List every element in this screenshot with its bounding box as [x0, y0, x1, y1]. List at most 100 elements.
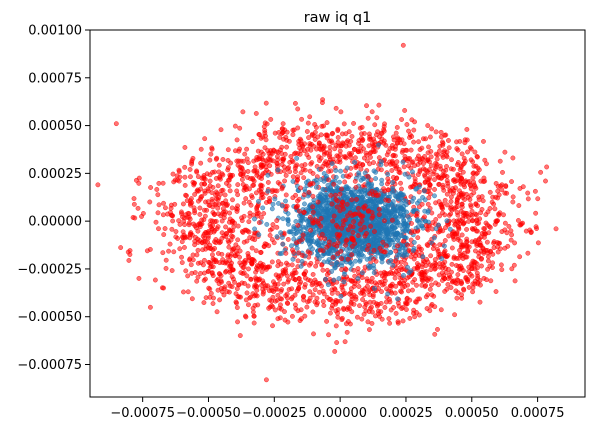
scatter-point-red — [477, 236, 482, 242]
scatter-point-red — [328, 138, 334, 144]
scatter-point-blue — [365, 263, 371, 269]
scatter-point-red — [358, 166, 364, 172]
scatter-point-red — [294, 288, 300, 294]
scatter-point-blue — [388, 258, 394, 264]
scatter-point-red — [156, 180, 162, 186]
scatter-point-red — [359, 131, 364, 137]
scatter-point-red — [406, 128, 412, 134]
scatter-point-blue — [405, 214, 411, 220]
scatter-point-red — [474, 212, 479, 218]
scatter-point-red — [166, 248, 172, 254]
scatter-point-red — [227, 283, 233, 289]
scatter-point-red — [368, 177, 374, 183]
scatter-point-red — [283, 260, 289, 266]
scatter-point-red — [302, 167, 308, 173]
scatter-point-red — [335, 159, 341, 165]
scatter-point-red — [254, 154, 260, 160]
scatter-point-blue — [402, 171, 408, 177]
scatter-point-red — [296, 275, 302, 281]
scatter-point-red — [283, 250, 289, 256]
scatter-point-red — [302, 313, 308, 319]
scatter-point-red — [407, 315, 413, 321]
scatter-point-red — [459, 280, 465, 286]
scatter-point-red — [278, 306, 284, 312]
scatter-point-red — [415, 162, 421, 167]
scatter-point-red — [161, 200, 166, 206]
scatter-point-red — [168, 212, 174, 218]
scatter-point-red — [443, 167, 449, 173]
scatter-point-red — [205, 239, 211, 245]
scatter-point-red — [455, 172, 461, 177]
scatter-point-red — [184, 198, 190, 203]
scatter-point-red — [198, 146, 204, 152]
scatter-point-blue — [311, 239, 317, 245]
scatter-point-red — [481, 230, 487, 236]
scatter-point-red — [338, 248, 344, 254]
scatter-point-red — [131, 196, 137, 202]
scatter-point-blue — [356, 170, 362, 176]
scatter-point-red — [368, 223, 374, 229]
scatter-point-red — [307, 141, 313, 147]
scatter-point-red — [467, 197, 473, 203]
scatter-point-red — [374, 282, 380, 288]
scatter-point-red — [209, 146, 215, 152]
scatter-point-red — [261, 244, 267, 249]
scatter-point-red — [319, 123, 325, 129]
scatter-point-red — [364, 103, 369, 109]
scatter-point-red — [326, 242, 332, 248]
scatter-point-red — [219, 200, 225, 206]
scatter-point-red — [413, 299, 418, 305]
scatter-point-red — [214, 278, 220, 283]
scatter-point-red — [284, 300, 290, 306]
scatter-point-blue — [403, 221, 409, 227]
scatter-point-red — [436, 199, 442, 204]
scatter-point-red — [207, 264, 213, 270]
scatter-point-red — [239, 218, 245, 224]
scatter-point-red — [445, 266, 451, 272]
scatter-point-red — [250, 305, 256, 311]
scatter-point-red — [448, 194, 454, 200]
scatter-point-red — [428, 154, 434, 160]
scatter-point-red — [236, 282, 242, 288]
scatter-point-red — [399, 117, 405, 122]
scatter-point-red — [338, 202, 344, 208]
scatter-point-blue — [385, 291, 391, 297]
scatter-point-red — [509, 266, 515, 272]
scatter-point-red — [320, 267, 326, 273]
scatter-point-blue — [321, 207, 327, 213]
scatter-point-red — [185, 289, 191, 295]
scatter-point-red — [202, 176, 208, 182]
scatter-point-blue — [343, 246, 349, 252]
scatter-point-blue — [344, 165, 350, 171]
scatter-point-blue — [377, 233, 383, 239]
scatter-point-red — [360, 297, 366, 302]
scatter-point-blue — [303, 225, 309, 231]
scatter-point-red — [320, 299, 326, 304]
scatter-point-blue — [280, 216, 286, 222]
scatter-point-red — [265, 179, 271, 185]
scatter-point-blue — [416, 198, 422, 204]
scatter-point-red — [331, 181, 337, 187]
scatter-point-red — [251, 293, 257, 299]
x-tick-label: 0.00025 — [379, 406, 433, 421]
scatter-point-red — [368, 154, 373, 160]
scatter-point-red — [283, 206, 289, 212]
scatter-point-red — [422, 180, 428, 186]
scatter-point-red — [376, 155, 382, 161]
scatter-point-red — [245, 160, 251, 166]
scatter-point-red — [429, 292, 435, 298]
scatter-point-red — [182, 174, 188, 180]
scatter-point-red — [367, 306, 373, 312]
scatter-point-red — [476, 254, 482, 260]
scatter-point-blue — [325, 223, 331, 228]
scatter-point-red — [459, 201, 465, 207]
scatter-point-red — [459, 151, 465, 157]
scatter-point-red — [223, 234, 229, 240]
scatter-point-red — [450, 234, 456, 240]
scatter-point-red — [326, 297, 332, 303]
scatter-point-blue — [405, 264, 411, 270]
scatter-point-red — [300, 232, 306, 238]
scatter-point-red — [192, 242, 198, 248]
scatter-point-blue — [385, 171, 391, 177]
scatter-point-red — [299, 316, 304, 322]
